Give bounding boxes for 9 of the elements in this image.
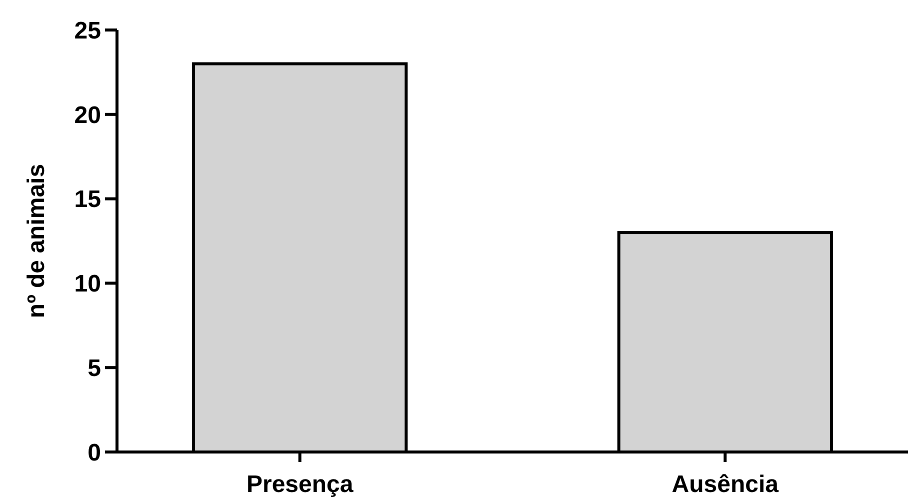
y-tick-label: 20 <box>74 102 101 129</box>
y-tick-label: 5 <box>88 355 101 382</box>
y-tick-label: 10 <box>74 270 101 298</box>
y-tick-label: 25 <box>74 17 101 44</box>
x-tick-label: Ausência <box>672 471 780 498</box>
x-tick-label: Presença <box>246 471 354 498</box>
y-axis-title: nº de animais <box>23 164 50 318</box>
y-tick-label: 0 <box>88 439 101 466</box>
y-tick-label: 15 <box>74 186 101 214</box>
